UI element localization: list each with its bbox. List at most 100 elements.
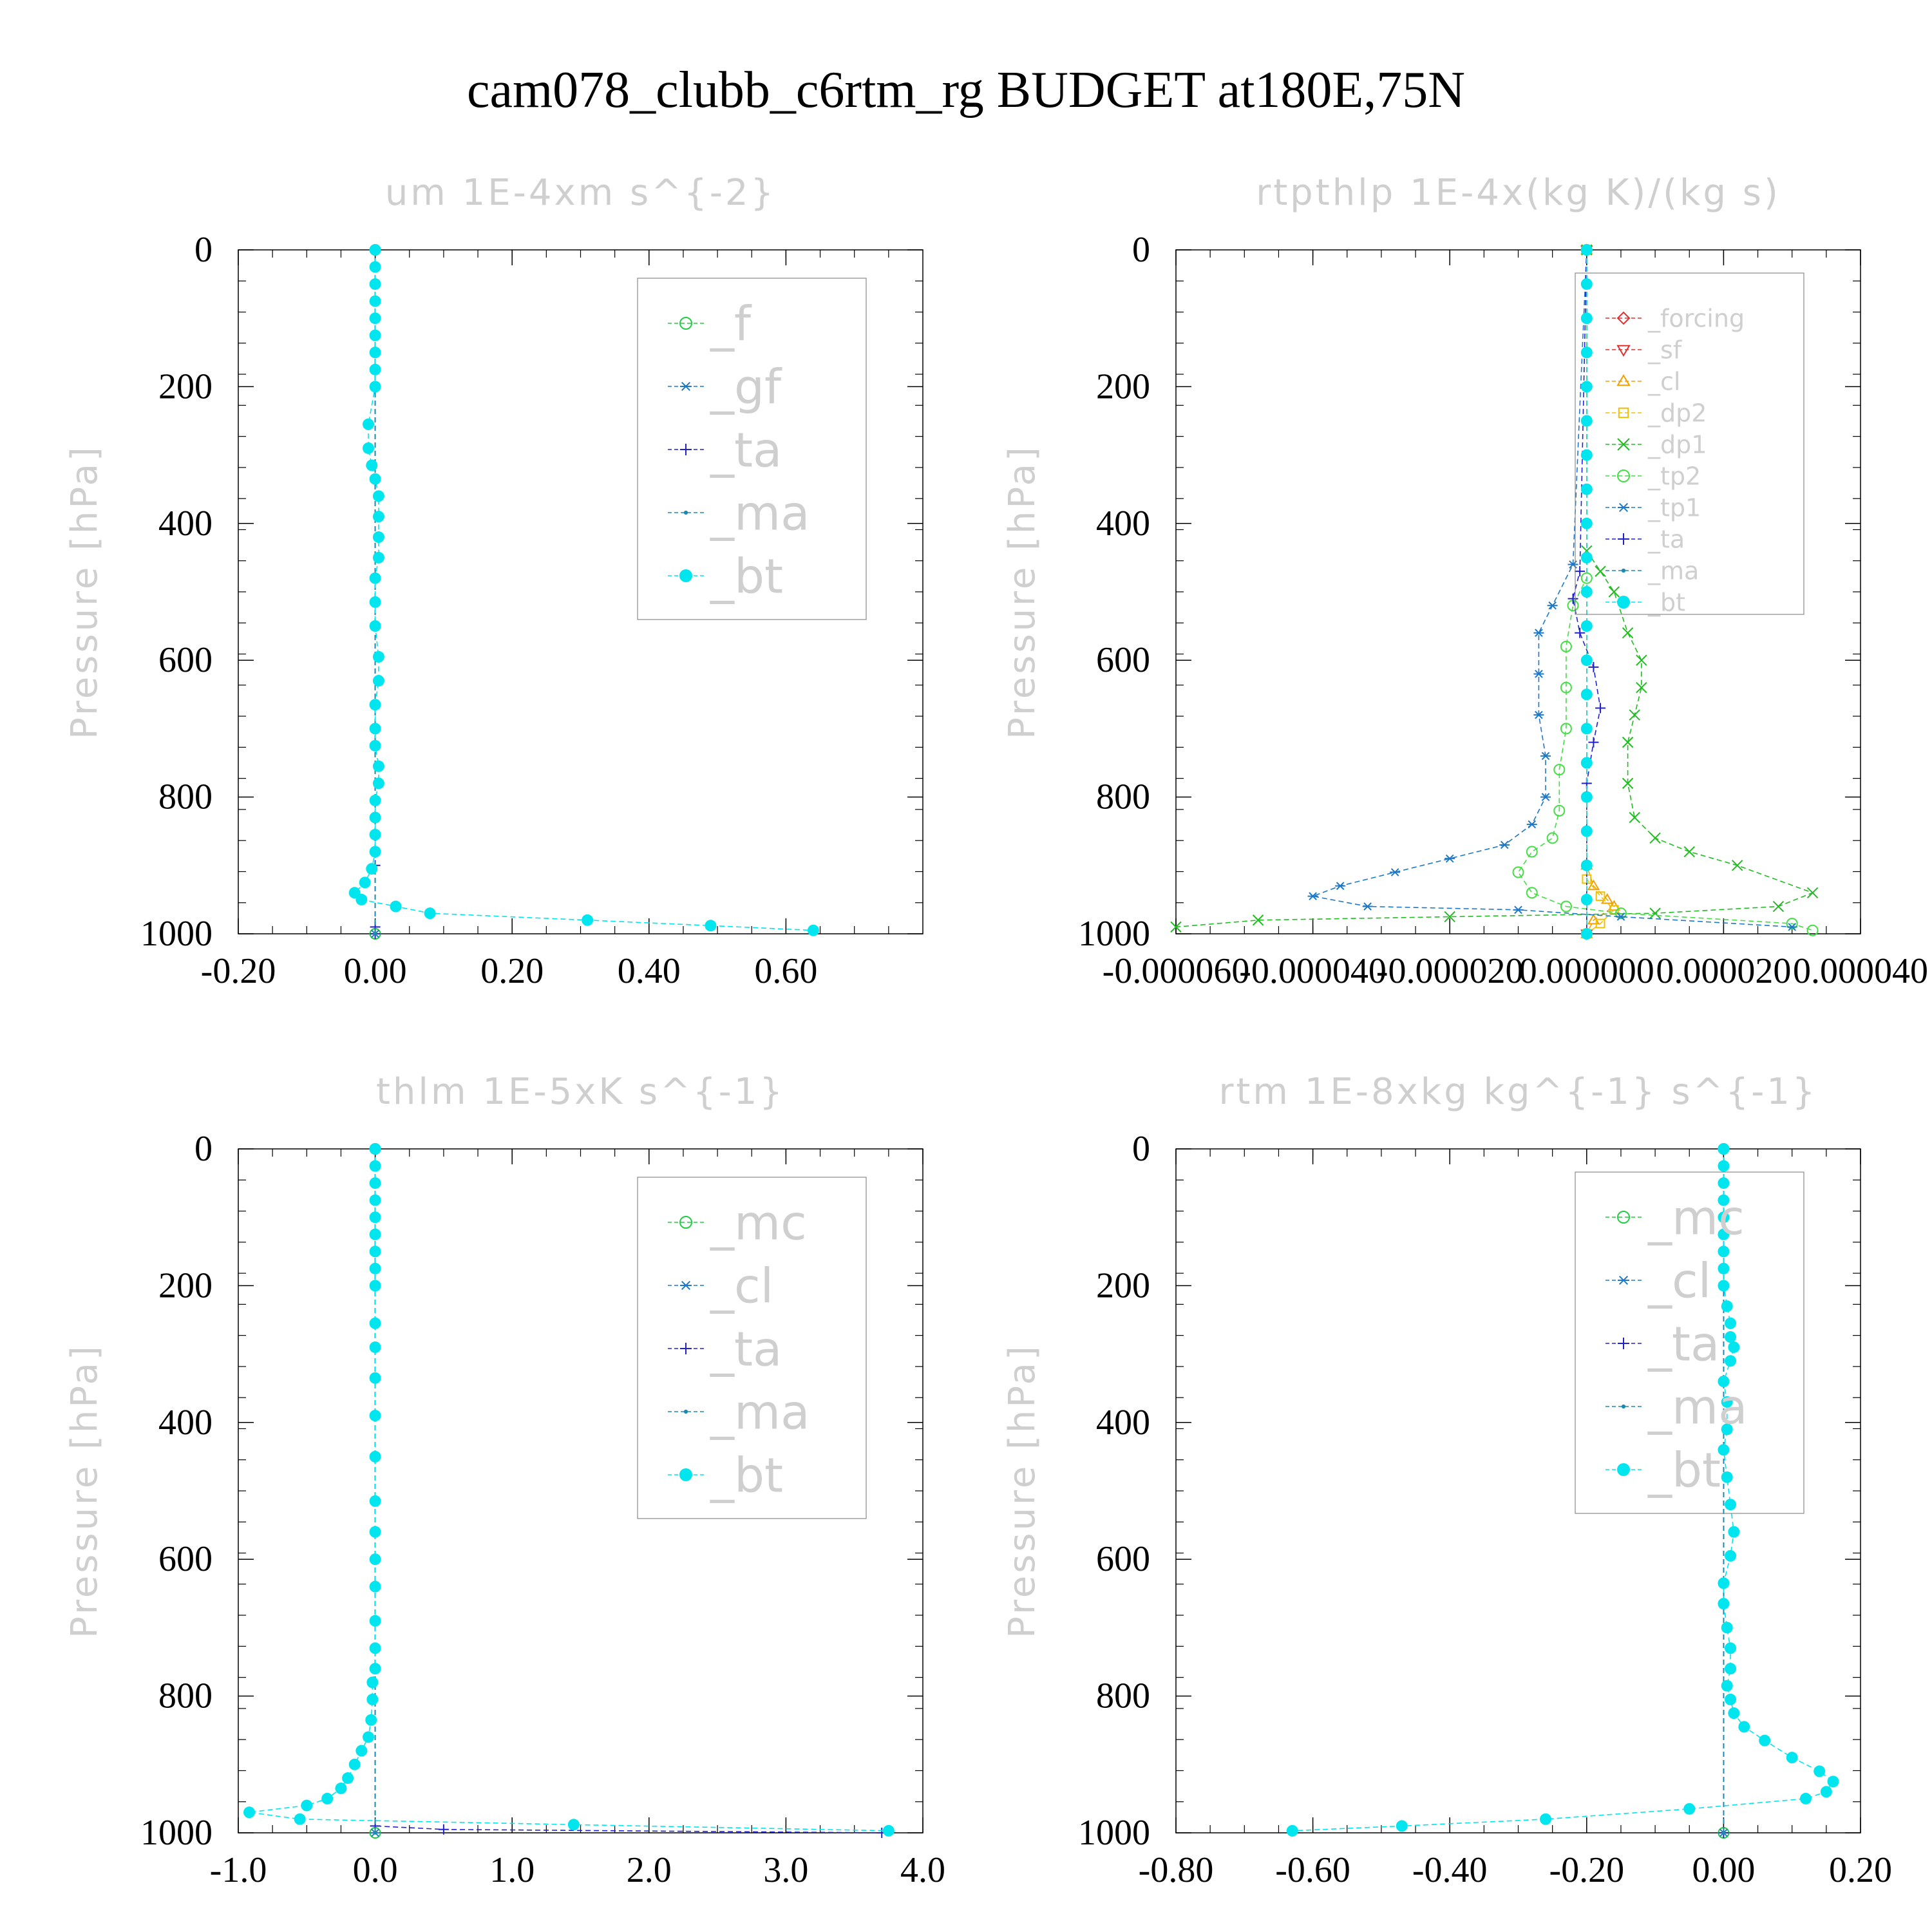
data-point [1636, 681, 1647, 694]
legend-marker [1617, 469, 1630, 482]
data-point [1580, 620, 1593, 632]
data-point [1580, 415, 1593, 427]
data-point [1540, 1813, 1552, 1825]
data-point [1806, 924, 1819, 936]
legend-marker [1618, 502, 1629, 513]
data-point [369, 244, 381, 256]
data-point [369, 363, 381, 375]
y-tick-label: 0 [194, 1129, 213, 1169]
x-tick-label: 0.40 [618, 951, 681, 991]
x-tick-label: 0.00 [344, 951, 407, 991]
legend-marker [1621, 568, 1626, 573]
data-point [369, 381, 381, 393]
panel-title: thlm 1E-5xK s^{-1} [376, 1071, 785, 1113]
data-point [1580, 859, 1593, 871]
data-point [369, 1245, 381, 1258]
legend-label: _cl [710, 1259, 773, 1314]
x-tick-label: 0.00 [1692, 1850, 1755, 1890]
legend-marker [1618, 1275, 1629, 1285]
legend-marker [680, 381, 692, 392]
x-tick-label: 0.20 [1829, 1850, 1892, 1890]
data-point [1718, 1177, 1730, 1189]
series-line [1175, 250, 1814, 928]
data-point [1718, 1376, 1730, 1388]
data-point [1526, 820, 1537, 829]
data-point [390, 900, 402, 913]
series-line [354, 250, 813, 931]
panel-title: um 1E-4xm s^{-2} [385, 172, 776, 214]
data-point [1588, 737, 1599, 748]
data-point [369, 1262, 381, 1274]
legend-label: _ma [710, 486, 810, 542]
data-point [372, 777, 384, 790]
data-point [369, 473, 381, 485]
data-point [1718, 1211, 1730, 1224]
data-point [1718, 1262, 1730, 1274]
data-point [1362, 902, 1373, 911]
data-point [438, 1824, 449, 1835]
legend-marker [680, 1343, 692, 1354]
legend-marker [679, 569, 692, 582]
data-point [1553, 764, 1566, 776]
panel-um: 0 200 400 600 800 1000-0.20 0.00 0.20 0.40 0.60 um… [64, 172, 923, 991]
legend-marker [679, 317, 692, 330]
legend-marker [679, 1216, 692, 1229]
data-point [1575, 627, 1586, 638]
series-ta [370, 1144, 887, 1838]
data-point [1390, 868, 1401, 876]
legend-label: _ma [1647, 557, 1699, 585]
legend: _mc _cl _ta _ma _bt [637, 1177, 867, 1519]
data-point [1718, 1444, 1730, 1456]
data-point [1718, 1598, 1730, 1610]
y-axis-title: Pressure [hPa] [1001, 1343, 1043, 1638]
data-point [369, 1177, 381, 1189]
data-point [1721, 1622, 1733, 1634]
x-tick-label: 0.20 [480, 951, 544, 991]
data-point [366, 459, 378, 471]
data-point [1526, 887, 1538, 899]
plot-frame [238, 249, 923, 934]
data-point [1560, 900, 1572, 913]
legend: _forcing _sf _cl _dp2 _dp1 _tp2 _tp1 _ta _ma _bt [1575, 272, 1804, 617]
data-point [705, 920, 717, 932]
data-point [369, 794, 381, 806]
data-point [1728, 1341, 1740, 1353]
data-point [369, 739, 381, 752]
y-tick-label: 1000 [1078, 914, 1150, 954]
data-point [582, 914, 594, 926]
data-point [1595, 918, 1605, 929]
y-tick-label: 200 [158, 366, 213, 406]
data-point [369, 1642, 381, 1654]
x-tick-label: 4.0 [900, 1850, 945, 1890]
legend-marker [679, 1468, 692, 1481]
data-point [362, 442, 374, 454]
data-point [1567, 593, 1578, 604]
data-point [1725, 1663, 1737, 1675]
legend-marker [1616, 345, 1631, 357]
x-tick-label: 1.0 [489, 1850, 535, 1890]
legend-label: _mc [1647, 1191, 1745, 1246]
x-tick-label: -0.20 [1549, 1850, 1624, 1890]
legend-label: _cl [1647, 1254, 1711, 1309]
data-point [366, 863, 378, 875]
data-point [369, 1580, 381, 1593]
data-point [1814, 1765, 1826, 1777]
data-point [1396, 1820, 1408, 1832]
legend-label: _ta [1647, 1317, 1719, 1372]
data-point [1580, 517, 1593, 529]
data-point [1580, 244, 1593, 256]
data-point [301, 1799, 313, 1812]
data-point [369, 1372, 381, 1384]
page-title: cam078_clubb_c6rtm_rg BUDGET at180E,75N [466, 62, 1466, 118]
x-tick-label: -0.80 [1139, 1850, 1214, 1890]
data-point [355, 893, 368, 905]
legend-marker [683, 510, 688, 515]
x-tick-label: 0.000000 [1519, 951, 1654, 991]
x-tick-label: -0.000040 [1239, 951, 1387, 991]
data-point [1580, 586, 1593, 598]
panel-title: rtpthlp 1E-4x(kg K)/(kg s) [1256, 172, 1781, 214]
data-point [355, 1745, 368, 1757]
y-tick-label: 800 [1096, 1676, 1150, 1716]
x-tick-label: 0.000020 [1656, 951, 1791, 991]
